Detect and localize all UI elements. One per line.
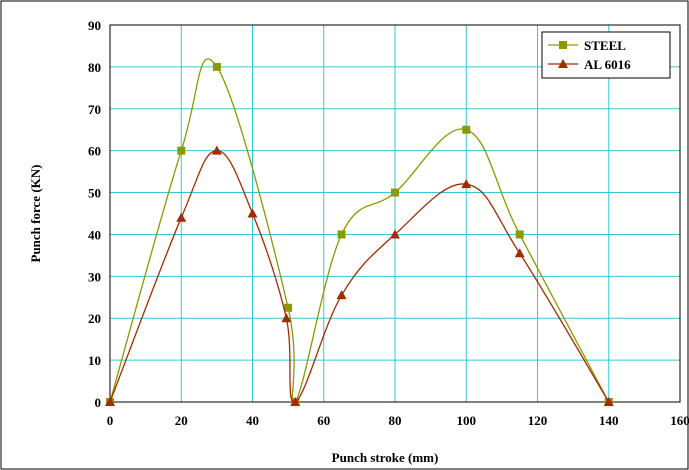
legend-marker-steel: [559, 41, 567, 49]
legend-marker-al-6016: [558, 59, 568, 68]
data-point-al-6016: [281, 313, 292, 323]
data-point-steel: [337, 230, 346, 239]
data-point-al-6016: [390, 229, 400, 239]
y-tick-label: 70: [88, 102, 101, 117]
y-tick-label: 40: [88, 227, 101, 242]
data-point-steel: [462, 125, 471, 134]
x-tick-label: 0: [107, 413, 114, 428]
series-line-steel: [109, 58, 610, 405]
x-tick-label: 80: [389, 413, 402, 428]
data-point-al-6016: [211, 145, 222, 155]
y-tick-label: 20: [88, 311, 101, 326]
data-point-steel: [177, 146, 186, 155]
legend-label-steel: STEEL: [584, 38, 626, 53]
y-tick-label: 50: [88, 186, 101, 201]
x-tick-label: 20: [175, 413, 188, 428]
data-point-steel: [515, 230, 524, 239]
data-point-al-6016: [176, 212, 187, 222]
y-tick-label: 60: [88, 144, 101, 159]
legend-box: [541, 31, 671, 79]
y-tick-label: 0: [95, 395, 102, 410]
x-tick-label: 120: [528, 413, 548, 428]
series-layer: [105, 58, 614, 406]
y-axis-title: Punch force (KN): [28, 165, 43, 263]
x-tick-label: 160: [670, 413, 689, 428]
y-tick-label: 30: [88, 269, 101, 284]
data-point-al-6016: [461, 179, 472, 189]
y-tick-label: 90: [88, 18, 101, 33]
data-point-al-6016: [514, 248, 525, 258]
data-point-steel: [212, 62, 221, 71]
series-al-6016: [105, 145, 614, 406]
x-tick-label: 60: [317, 413, 330, 428]
plot-area-border: [109, 24, 681, 403]
y-tick-label: 80: [88, 60, 101, 75]
data-point-steel: [391, 188, 399, 197]
data-point-al-6016: [290, 397, 301, 406]
y-tick-label: 10: [88, 353, 101, 368]
x-tick-labels: 0 20 40 60 80 100 120 140 160: [107, 413, 689, 428]
x-tick-label: 40: [246, 413, 259, 428]
data-point-al-6016: [336, 290, 347, 300]
legend: STEEL AL 6016: [541, 31, 671, 79]
y-tick-labels: 0 10 20 30 40 50 60 70 80 90: [88, 18, 101, 410]
x-axis-title: Punch stroke (mm): [332, 450, 439, 465]
data-point-al-6016: [247, 208, 258, 218]
data-point-steel: [284, 303, 293, 312]
data-point-al-6016: [603, 397, 614, 406]
data-point-al-6016: [105, 397, 115, 406]
x-tick-label: 140: [599, 413, 619, 428]
x-tick-label: 100: [457, 413, 477, 428]
legend-label-al-6016: AL 6016: [584, 57, 631, 72]
